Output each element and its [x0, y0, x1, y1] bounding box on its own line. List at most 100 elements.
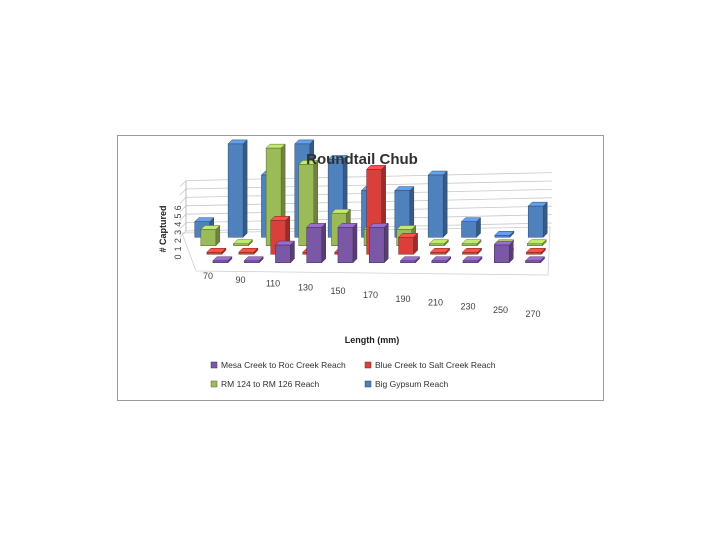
chart-frame [117, 135, 604, 401]
y-tick-label: 5 [173, 213, 183, 218]
legend-label: Blue Creek to Salt Creek Reach [375, 360, 496, 370]
bar-0-1 [243, 256, 264, 264]
legend-swatch [364, 361, 372, 369]
bar-front [525, 260, 541, 263]
bar-front [526, 252, 542, 255]
x-axis-label: Length (mm) [345, 335, 400, 345]
bar-1-0 [206, 247, 227, 255]
legend-label: Mesa Creek to Roc Creek Reach [221, 360, 346, 370]
bar-2-7 [428, 239, 449, 247]
bar-0-10 [524, 256, 546, 264]
chart-bars [194, 139, 548, 264]
bar-front [429, 243, 445, 246]
bar-0-0 [212, 256, 233, 264]
bar-0-5 [368, 222, 389, 264]
bar-side [242, 139, 248, 238]
chart-title: Roundtail Chub [306, 151, 418, 168]
bar-3-1 [227, 139, 248, 238]
gridline-side [179, 197, 187, 204]
x-tick-label: 270 [525, 309, 540, 319]
x-tick-label: 210 [428, 298, 443, 308]
x-tick-label: 230 [460, 301, 475, 311]
gridline-side [179, 180, 187, 187]
bar-front [238, 252, 255, 255]
chart-floor [181, 226, 551, 276]
x-tick-label: 250 [493, 305, 508, 315]
x-tick-label: 110 [266, 279, 280, 289]
bar-0-6 [399, 256, 421, 264]
y-tick-label: 2 [173, 238, 183, 243]
x-tick-label: 130 [298, 282, 313, 292]
bar-front [200, 229, 217, 246]
bar-side [321, 222, 326, 264]
bar-side [352, 222, 358, 264]
bar-front [243, 260, 260, 263]
gridline-side [179, 230, 187, 238]
x-tick-label: 70 [203, 271, 213, 281]
gridline-side [179, 213, 187, 221]
bar-3-10 [527, 201, 548, 238]
legend-swatch [364, 380, 372, 388]
bar-front [337, 227, 354, 264]
y-axis-label: # Captured [158, 205, 168, 252]
bar-0-7 [431, 256, 452, 264]
legend-item: Blue Creek to Salt Creek Reach [364, 360, 496, 370]
gridline-side [179, 205, 187, 213]
y-tick-label: 0 [173, 254, 183, 259]
bar-front [275, 244, 291, 263]
bar-front [527, 243, 543, 246]
bar-1-1 [238, 247, 259, 255]
legend-label: RM 124 to RM 126 Reach [221, 379, 320, 389]
bar-2-0 [200, 224, 221, 247]
bar-front [398, 237, 414, 255]
x-tick-label: 150 [330, 286, 345, 296]
x-tick-label: 190 [395, 294, 410, 304]
bar-side [542, 201, 548, 238]
y-tick-label: 1 [173, 246, 183, 251]
bar-1-7 [429, 247, 451, 255]
bar-front [212, 260, 229, 263]
bar-front [233, 243, 249, 246]
y-tick-label: 3 [173, 230, 183, 235]
legend-label: Big Gypsum Reach [375, 379, 448, 389]
floor-outline [181, 226, 551, 276]
bar-front [431, 260, 447, 263]
bar-front [306, 227, 322, 264]
y-tick-label: 6 [173, 205, 183, 210]
bar-front [527, 205, 544, 238]
legend-swatch [210, 380, 218, 388]
bar-front [461, 221, 477, 238]
bar-2-10 [526, 239, 547, 247]
chart-text: Roundtail Chub Length (mm) # Captured 0 1… [158, 151, 541, 345]
bar-3-7 [427, 170, 448, 238]
legend-item: RM 124 to RM 126 Reach [210, 379, 320, 389]
bar-2-1 [232, 239, 254, 247]
bar-front [494, 235, 511, 238]
bar-0-8 [462, 256, 483, 264]
legend-item: Mesa Creek to Roc Creek Reach [210, 360, 346, 370]
bar-front [462, 252, 478, 255]
x-tick-label: 170 [363, 290, 378, 300]
chart-legend: Mesa Creek to Roc Creek Reach Blue Creek … [210, 360, 496, 389]
gridline-side [179, 188, 187, 196]
bar-0-2 [274, 240, 296, 264]
legend-item: Big Gypsum Reach [364, 379, 448, 389]
bar-front [430, 252, 446, 255]
bar-1-6 [397, 232, 419, 255]
bar-side [383, 222, 389, 264]
bar-0-9 [493, 240, 514, 264]
bar-front [427, 174, 444, 238]
bar-front [400, 260, 416, 263]
bar-front [493, 244, 510, 263]
bar-front [462, 260, 479, 263]
bar-side [442, 170, 448, 238]
bar-front [227, 143, 244, 238]
bar-0-4 [337, 222, 358, 264]
bar-3-8 [460, 217, 482, 238]
bar-front [461, 243, 478, 246]
bar-0-3 [306, 222, 327, 264]
x-tick-label: 90 [235, 275, 245, 285]
legend-swatch [210, 361, 218, 369]
bar-front [368, 227, 385, 264]
